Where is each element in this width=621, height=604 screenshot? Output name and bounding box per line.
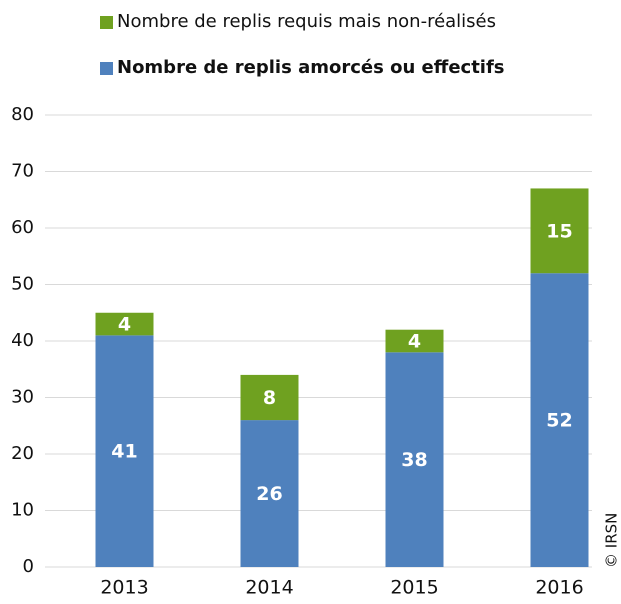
y-tick-label: 80 — [11, 104, 34, 125]
x-tick-label: 2013 — [100, 577, 148, 599]
y-tick-label: 10 — [11, 500, 34, 521]
bar-segment — [530, 188, 589, 274]
data-label: 8 — [263, 387, 276, 409]
y-tick-label: 70 — [11, 161, 34, 182]
data-label: 4 — [118, 314, 131, 336]
legend-label: Nombre de replis amorcés ou effectifs — [117, 57, 505, 78]
y-tick-label: 0 — [23, 556, 34, 577]
data-label: 52 — [546, 410, 572, 432]
legend-label: Nombre de replis requis mais non-réalisé… — [117, 11, 496, 32]
x-tick-label: 2014 — [245, 577, 293, 599]
bar-segment — [95, 335, 154, 567]
y-tick-label: 20 — [11, 443, 34, 464]
credit: © IRSN — [603, 513, 621, 568]
data-label: 26 — [256, 483, 282, 505]
data-label: 4 — [408, 331, 421, 353]
bar-segment — [385, 329, 444, 353]
bar-segment — [240, 420, 299, 567]
bar-segment — [240, 374, 299, 421]
bar-segment — [530, 273, 589, 567]
legend-swatch — [100, 16, 113, 29]
y-tick-label: 30 — [11, 387, 34, 408]
bar-segment — [385, 352, 444, 567]
data-label: 15 — [546, 220, 572, 242]
x-tick-label: 2016 — [535, 577, 583, 599]
bar-segment — [95, 312, 154, 336]
x-tick-label: 2015 — [390, 577, 438, 599]
y-tick-label: 40 — [11, 330, 34, 351]
data-label: 41 — [111, 441, 137, 463]
y-tick-label: 60 — [11, 217, 34, 238]
y-tick-label: 50 — [11, 274, 34, 295]
data-label: 38 — [401, 449, 427, 471]
legend-swatch — [100, 62, 113, 75]
